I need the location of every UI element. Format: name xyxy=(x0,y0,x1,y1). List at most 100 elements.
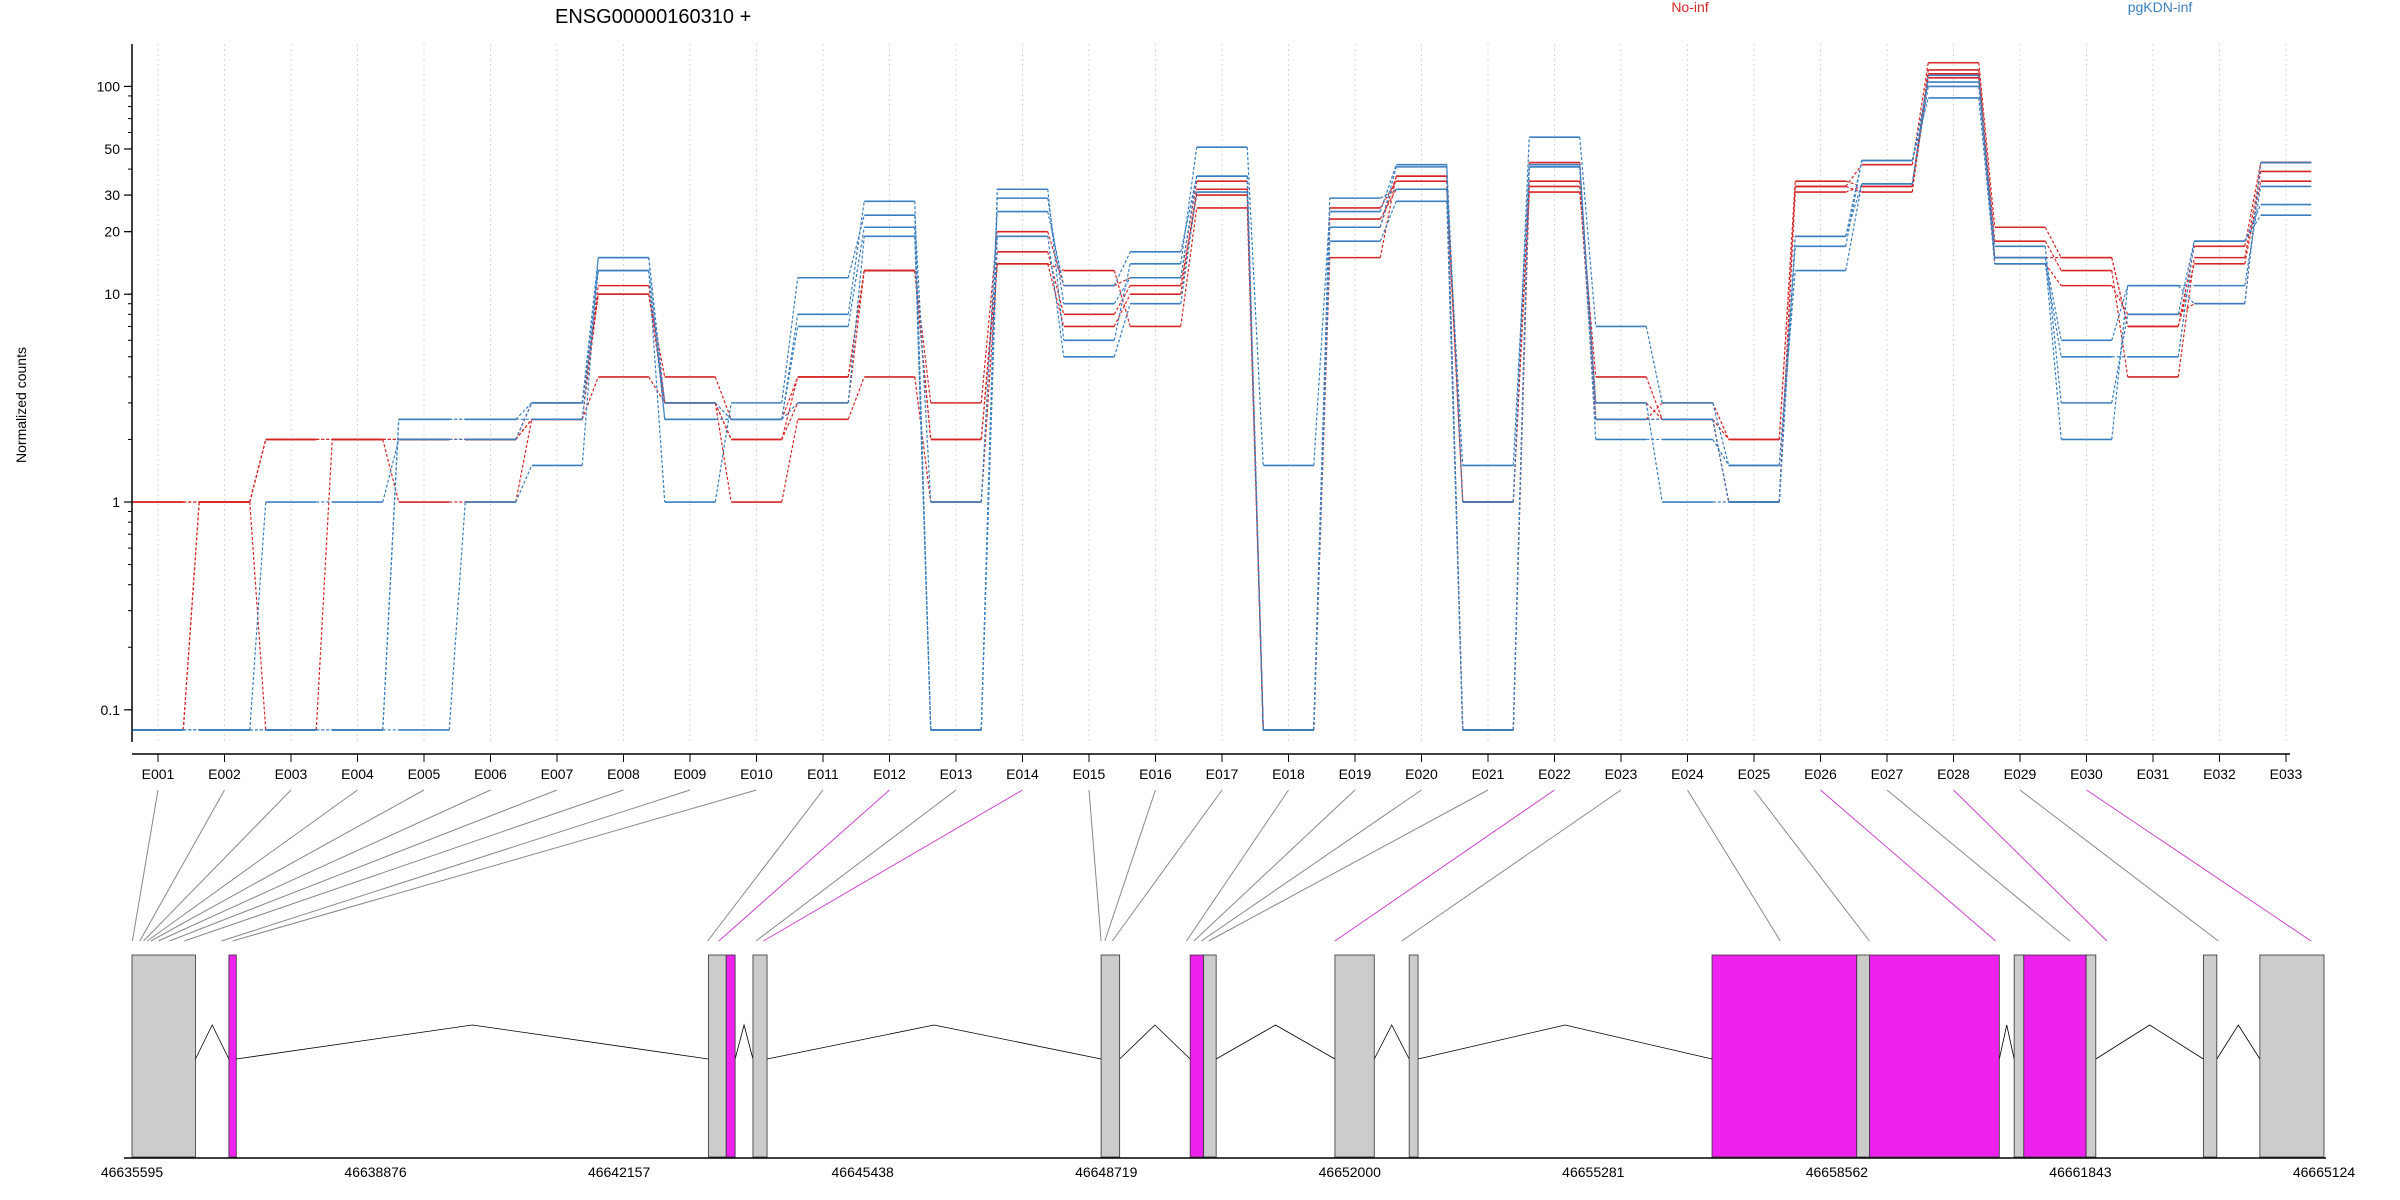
connector-line xyxy=(1313,211,1331,466)
x-tick-label-e025: E025 xyxy=(1738,766,1771,782)
exon-8 xyxy=(1203,954,1217,1158)
connector-line xyxy=(648,294,666,378)
x-tick-label-e014: E014 xyxy=(1006,766,1039,782)
connector-line xyxy=(1712,439,1730,466)
connector-line xyxy=(1379,164,1397,212)
x-tick-label-e018: E018 xyxy=(1272,766,1305,782)
exon-highlight-15 xyxy=(2023,954,2087,1158)
connector-line xyxy=(1911,62,1929,165)
connector-line xyxy=(1978,62,1996,228)
connector-line xyxy=(1379,201,1397,242)
connector-line xyxy=(714,402,732,503)
x-tick-label-e011: E011 xyxy=(807,766,839,782)
exon-link-e010 xyxy=(232,789,757,942)
x-tick-label-e022: E022 xyxy=(1538,766,1571,782)
exon-link-e011 xyxy=(707,789,824,942)
x-tick-label-e004: E004 xyxy=(341,766,374,782)
connector-line xyxy=(648,270,666,503)
connector-line xyxy=(1379,175,1397,228)
connector-line xyxy=(1845,180,1862,188)
x-tick-label-e021: E021 xyxy=(1472,766,1505,782)
x-tick-label-e002: E002 xyxy=(208,766,241,782)
genome-tick-label: 46648719 xyxy=(1075,1164,1138,1180)
exon-highlight-11 xyxy=(1711,954,1858,1158)
connector-line xyxy=(581,294,599,420)
x-tick-label-e028: E028 xyxy=(1937,766,1970,782)
connector-line xyxy=(1446,166,1464,730)
connector-line xyxy=(1180,192,1198,304)
y-axis: 0.1 1 10 20 30 50 100 xyxy=(97,44,133,742)
connector-line xyxy=(1712,418,1730,440)
connector-line xyxy=(249,501,267,730)
intron-line xyxy=(2216,1024,2261,1060)
connector-line xyxy=(2111,285,2129,341)
x-tick-label-e012: E012 xyxy=(873,766,906,782)
connector-line xyxy=(1778,181,1796,440)
exon-link-e028 xyxy=(1953,789,2108,942)
genome-tick-label: 46645438 xyxy=(832,1164,895,1180)
connector-line xyxy=(249,439,267,503)
connector-line xyxy=(847,270,865,377)
connector-line xyxy=(1446,164,1464,503)
connector-line xyxy=(914,270,932,403)
intron-line xyxy=(2095,1024,2204,1060)
connector-line xyxy=(1845,164,1863,187)
connector-line xyxy=(1446,189,1464,466)
intron-line xyxy=(1373,1024,1410,1060)
connector-line xyxy=(2177,285,2195,305)
connector-line xyxy=(515,418,533,440)
connector-line xyxy=(2111,270,2129,377)
exon-link-e020 xyxy=(1201,789,1422,942)
x-tick-label-e001: E001 xyxy=(142,766,175,782)
connector-line xyxy=(847,227,865,327)
connector-line xyxy=(914,236,932,730)
exon-link-e007 xyxy=(169,789,558,942)
connector-line xyxy=(2044,257,2062,341)
exon-highlight-7 xyxy=(1189,954,1204,1158)
connector-line xyxy=(1978,86,1996,258)
connector-line xyxy=(1645,402,1663,420)
connector-line xyxy=(1911,86,1929,184)
connector-line xyxy=(1512,166,1530,466)
connector-line xyxy=(1712,419,1730,503)
connector-line xyxy=(2044,257,2062,440)
connector-line xyxy=(1978,69,1996,242)
connector-line xyxy=(781,376,799,420)
connector-line xyxy=(1645,376,1663,420)
x-tick-label-e019: E019 xyxy=(1339,766,1372,782)
x-tick-label-e020: E020 xyxy=(1405,766,1438,782)
x-tick-label-e005: E005 xyxy=(408,766,441,782)
exon-1 xyxy=(131,954,196,1158)
exon-link-e012 xyxy=(718,789,890,942)
connector-line xyxy=(515,402,533,440)
x-tick-label-e013: E013 xyxy=(940,766,973,782)
exon-18 xyxy=(2259,954,2325,1158)
exon-highlight-4 xyxy=(725,954,736,1158)
connector-line xyxy=(315,439,333,730)
x-tick-label-e029: E029 xyxy=(2004,766,2037,782)
connector-line xyxy=(1845,185,1862,193)
exon-link-e005 xyxy=(150,789,425,942)
exon-highlight-13 xyxy=(1869,954,2000,1158)
connector-line xyxy=(1113,303,1131,357)
exon-5 xyxy=(752,954,768,1158)
connector-line xyxy=(1712,402,1730,466)
connector-line xyxy=(1978,81,1996,247)
x-tick-label-e017: E017 xyxy=(1206,766,1239,782)
x-axis: E001 E002 E003 E004 E005 E006 E007 E008 E009 E010… xyxy=(132,753,2303,782)
genome-tick-label: 46665124 xyxy=(2293,1164,2356,1180)
connector-line xyxy=(1845,183,1863,237)
exon-link-e002 xyxy=(139,789,225,942)
y-tick-label: 50 xyxy=(104,141,120,157)
connector-line xyxy=(1113,293,1131,327)
connector-line xyxy=(714,376,732,420)
connector-line xyxy=(1978,97,1996,264)
exon-link-e023 xyxy=(1401,789,1622,942)
connector-line xyxy=(1645,402,1663,503)
x-tick-label-e009: E009 xyxy=(674,766,707,782)
connector-line xyxy=(781,277,799,403)
exon-16 xyxy=(2085,954,2097,1158)
exon-link-e015 xyxy=(1088,789,1102,942)
x-tick-label-e023: E023 xyxy=(1605,766,1638,782)
connector-line xyxy=(781,326,799,420)
